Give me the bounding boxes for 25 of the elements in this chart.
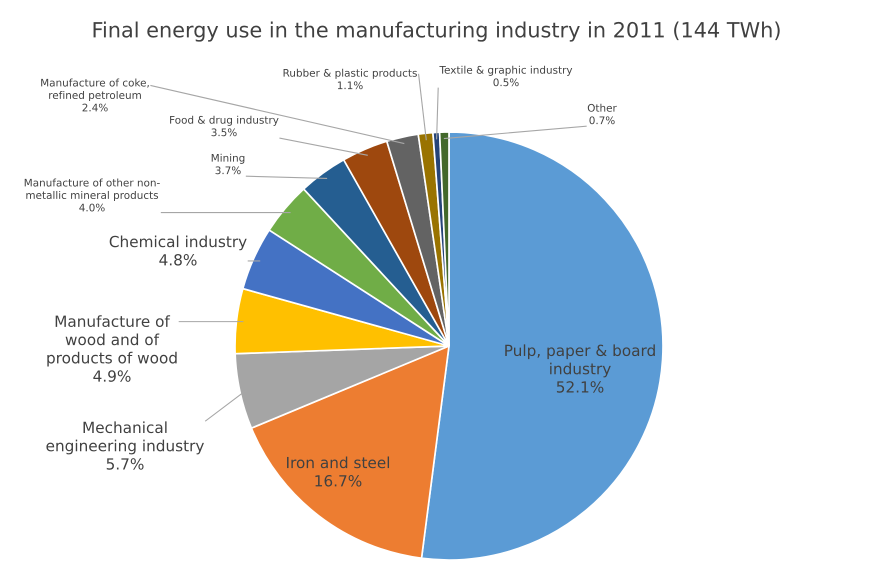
- slice-label: Textile & graphic industry: [439, 66, 572, 76]
- slice-label: Chemical industry: [110, 235, 247, 250]
- slice-label: Other: [588, 104, 617, 112]
- data-label: 4.8%: [159, 254, 197, 266]
- slice-label: Mechanical engineering industry: [46, 421, 204, 454]
- data-label: 5.7%: [106, 458, 144, 470]
- chart-title: Final energy use in the manufacturing industry in 2011 (144 TWh): [94, 22, 780, 42]
- data-label: 2.4%: [82, 104, 108, 112]
- data-label: 4.0%: [79, 204, 105, 212]
- data-label: 0.7%: [589, 116, 615, 124]
- data-label: 1.1%: [338, 81, 363, 90]
- slice-label: Iron and steel: [287, 456, 390, 468]
- slice-label: Mining: [212, 154, 244, 164]
- slice-label: Pulp, paper & board industry: [505, 344, 655, 378]
- data-label: 4.9%: [93, 370, 131, 382]
- slice-label: Manufacture of wood and of products of wood: [47, 315, 177, 367]
- data-label: 52.1%: [556, 381, 604, 393]
- data-label: 16.7%: [315, 475, 362, 487]
- slice-label: Rubber & plastic products: [284, 68, 417, 79]
- data-label: 0.5%: [493, 78, 519, 86]
- slice-label: Manufacture of other non- metallic mineral products: [24, 178, 160, 202]
- data-label: 3.7%: [216, 166, 241, 174]
- slice-label: Manufacture of coke, refined petroleum: [41, 78, 149, 102]
- data-label: 3.5%: [212, 128, 237, 136]
- slice-label: Food & drug industry: [170, 116, 279, 126]
